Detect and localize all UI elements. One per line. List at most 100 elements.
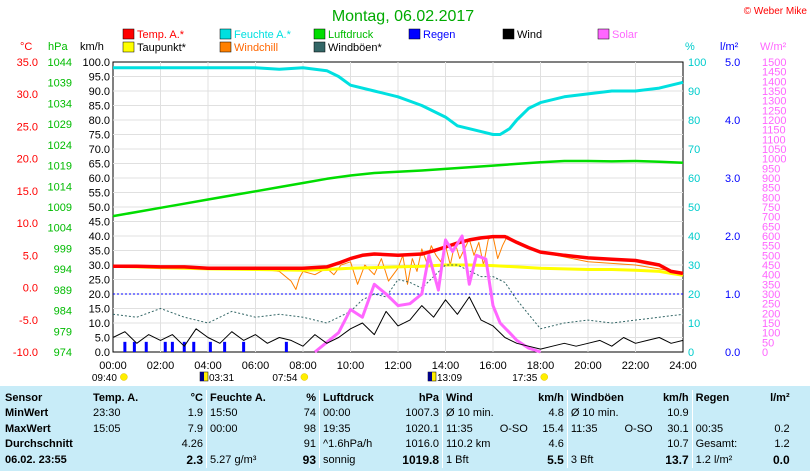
rain-tick-label: 4.0: [725, 115, 740, 127]
legend-label: Wind: [517, 29, 542, 41]
gust-direction: [622, 406, 656, 422]
rain-tick-label: 3.0: [725, 173, 740, 185]
solar-tick-label: 1300: [762, 96, 786, 108]
humidity-tick-label: 30: [688, 260, 700, 272]
solar-tick-label: 1000: [762, 154, 786, 166]
pressure-time: 00:00: [319, 405, 398, 421]
pressure-tick-label: 1019: [48, 161, 72, 173]
legend-swatch: [313, 28, 326, 40]
legend-label: Taupunkt*: [137, 42, 187, 54]
wind-tick-label: 45.0: [89, 217, 110, 229]
wind-tick-label: 50.0: [89, 202, 110, 214]
wind-tick-label: 0.0: [95, 347, 110, 359]
gust-info: [566, 436, 622, 452]
humidity-tick-label: 20: [688, 289, 700, 301]
temp-time: [90, 452, 174, 468]
x-tick-label: 04:00: [194, 360, 222, 372]
stats-row-average: Durchschnitt 4.26 91 ^1.6hPa/h 1016.0 11…: [2, 436, 793, 452]
gust-value: 10.7: [667, 438, 689, 451]
wind-tick-label: 10.0: [89, 318, 110, 330]
x-tick-label: 18:00: [527, 360, 555, 372]
wind-direction: O-SO: [499, 422, 528, 435]
humidity-time: [206, 436, 291, 452]
solar-tick-label: 1500: [762, 57, 786, 69]
solar-tick-label: 250: [762, 299, 780, 311]
solar-tick-label: 800: [762, 192, 780, 204]
rain-bar: [182, 341, 186, 352]
humidity-time: 00:00: [206, 421, 291, 437]
sun-icon: [540, 373, 548, 381]
pressure-value: 1007.3: [405, 407, 439, 420]
wind-value: 4.6: [548, 438, 564, 451]
gust-value: 13.7: [665, 452, 689, 467]
header-temp-unit: °C: [190, 391, 203, 404]
humidity-tick-label: 60: [688, 173, 700, 185]
rain-tick-label: 1.0: [725, 289, 740, 301]
x-tick-label: 22:00: [622, 360, 650, 372]
wind-info: Ø 10 min.: [441, 405, 497, 421]
x-tick-label: 10:00: [337, 360, 365, 372]
gust-info: 11:35: [566, 421, 622, 437]
rain-bar: [144, 341, 148, 352]
pressure-tick-label: 1014: [48, 181, 72, 193]
wind-value: 15.4: [542, 422, 564, 435]
solar-tick-label: 1200: [762, 115, 786, 127]
rain-bar: [192, 341, 196, 352]
statistics-panel: Sensor Temp. A. °C Feuchte A. % Luftdruc…: [0, 386, 810, 471]
legend-label: Temp. A.*: [137, 29, 185, 41]
solar-tick-label: 350: [762, 279, 780, 291]
pressure-tick-label: 1024: [48, 140, 72, 152]
header-gusts-unit: km/h: [662, 391, 689, 404]
temp-time: 23:30: [93, 407, 121, 420]
pressure-value: 1020.1: [405, 422, 439, 435]
solar-tick-label: 1150: [762, 125, 786, 137]
humidity-value: 91: [303, 438, 316, 451]
header-humidity: Feuchte A.: [206, 390, 291, 406]
sun-time-label: 09:40: [92, 373, 117, 384]
sun-time-label: 07:54: [272, 373, 297, 384]
solar-tick-label: 1450: [762, 67, 786, 79]
legend-swatch: [597, 28, 610, 40]
header-humidity-unit: %: [306, 391, 316, 404]
solar-tick-label: 1400: [762, 76, 786, 88]
axis-unit-solar: W/m²: [760, 41, 787, 53]
humidity-tick-label: 0: [688, 347, 694, 359]
row-label: MaxWert: [5, 422, 51, 435]
legend-label: Windböen*: [328, 42, 383, 54]
temp-tick-label: 0.0: [23, 283, 38, 295]
header-wind: Wind: [441, 390, 531, 406]
wind-tick-label: 95.0: [89, 72, 110, 84]
legend-swatch: [122, 28, 135, 40]
header-pressure: Luftdruck: [319, 390, 398, 406]
wind-direction: [497, 406, 531, 422]
solar-tick-label: 1050: [762, 144, 786, 156]
header-wind-unit: km/h: [538, 391, 564, 404]
wind-tick-label: 80.0: [89, 115, 110, 127]
x-tick-label: 16:00: [479, 360, 507, 372]
wind-tick-label: 15.0: [89, 304, 110, 316]
axis-unit-humidity: %: [685, 41, 695, 53]
wind-tick-label: 75.0: [89, 130, 110, 142]
gust-info: Ø 10 min.: [566, 405, 622, 421]
solar-tick-label: 600: [762, 231, 780, 243]
humidity-tick-label: 50: [688, 202, 700, 214]
temp-value: 7.9: [187, 422, 203, 435]
sun-icon: [120, 373, 128, 381]
copyright: © Weber Mike: [744, 6, 808, 17]
wind-tick-label: 65.0: [89, 159, 110, 171]
rain-info: Gesamt:: [691, 436, 763, 452]
solar-tick-label: 1250: [762, 105, 786, 117]
temp-tick-label: 25.0: [17, 121, 38, 133]
pressure-tick-label: 1029: [48, 119, 72, 131]
solar-tick-label: 400: [762, 270, 780, 282]
pressure-tick-label: 994: [54, 264, 72, 276]
wind-tick-label: 100.0: [82, 57, 110, 69]
stats-row-current: 06.02. 23:55 2.3 5.27 g/m³ 93 sonnig 101…: [2, 452, 793, 468]
pressure-tick-label: 979: [54, 326, 72, 338]
temp-tick-label: -10.0: [13, 347, 38, 359]
pressure-value: 1019.8: [402, 452, 439, 467]
humidity-abs: 5.27 g/m³: [206, 452, 291, 468]
header-rain: Regen: [691, 390, 763, 406]
solar-tick-label: 0: [762, 347, 768, 359]
header-temp: Temp. A.: [93, 391, 139, 404]
